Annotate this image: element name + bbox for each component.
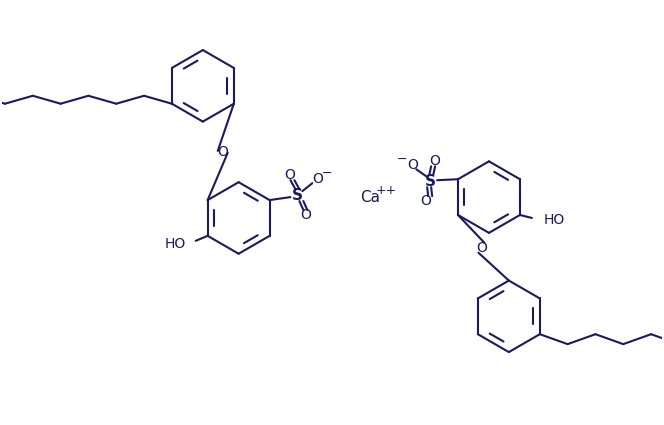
Text: O: O bbox=[430, 154, 441, 168]
Text: O: O bbox=[476, 241, 487, 255]
Text: Ca: Ca bbox=[360, 190, 380, 204]
Text: HO: HO bbox=[165, 237, 186, 251]
Text: S: S bbox=[292, 187, 303, 203]
Text: −: − bbox=[397, 153, 408, 166]
Text: O: O bbox=[407, 158, 418, 172]
Text: O: O bbox=[284, 168, 295, 182]
Text: O: O bbox=[300, 208, 311, 222]
Text: ++: ++ bbox=[376, 184, 397, 197]
Text: O: O bbox=[312, 172, 323, 186]
Text: −: − bbox=[322, 167, 333, 180]
Text: S: S bbox=[425, 174, 436, 189]
Text: HO: HO bbox=[544, 213, 565, 227]
Text: O: O bbox=[420, 194, 431, 208]
Text: O: O bbox=[217, 145, 228, 159]
